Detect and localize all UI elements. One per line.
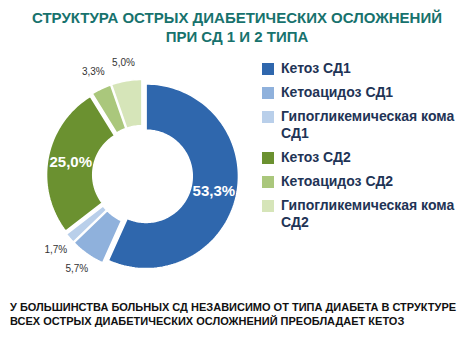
html-text:У БОЛЬШИНСТВА БОЛЬНЫХ СД НЕЗАВ: У БОЛЬШИНСТВА БОЛЬНЫХ СД НЕЗАВИСИМО ОТ Т… [10,301,457,327]
html-text:Гипогликемическая кома СД2: Гипогликемическая кома СД2 [281,197,455,230]
html-text:Кетоацидоз СД2: Кетоацидоз СД2 [281,173,394,189]
html-text:Кетоз СД1: Кетоз СД1 [281,60,351,76]
svg-text:53,3%: 53,3% [193,182,236,199]
svg-text:1,7%: 1,7% [44,244,67,255]
svg-text:25,0%: 25,0% [49,153,92,170]
svg-text:3,3%: 3,3% [82,66,105,77]
svg-text:5,0%: 5,0% [112,57,135,68]
html-text:СТРУКТУРА ОСТРЫХ ДИАБЕТИЧЕСКИХ: СТРУКТУРА ОСТРЫХ ДИАБЕТИЧЕСКИХ ОСЛОЖНЕНИ… [32,9,442,45]
svg-text:5,7%: 5,7% [65,263,88,274]
html-text:Гипогликемическая кома СД1: Гипогликемическая кома СД1 [281,108,455,141]
html-text:Кетоз СД2: Кетоз СД2 [281,149,351,165]
html-text:Кетоацидоз СД1: Кетоацидоз СД1 [281,84,394,100]
